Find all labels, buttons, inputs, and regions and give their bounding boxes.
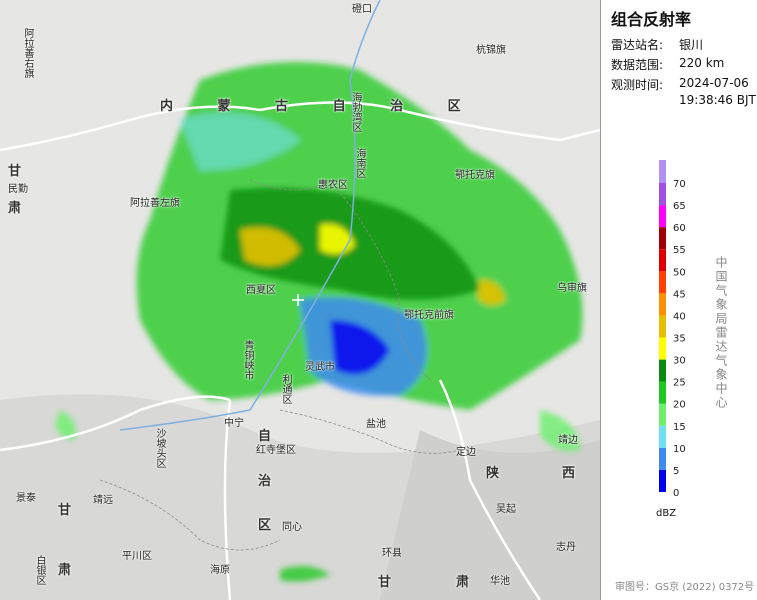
legend-tick-label: 50 [673,267,686,278]
range-label: 数据范围: [611,58,664,72]
color-swatch [659,403,666,426]
legend-tick-label: 65 [673,201,686,212]
color-swatch [659,249,666,272]
color-swatch [659,227,666,250]
place-label: 华池 [490,576,510,587]
place-label: 青铜峡市 [242,340,253,380]
legend-tick-label: 55 [673,245,686,256]
range: 220 km [679,56,725,70]
place-label: 白银区 [34,555,45,585]
panel-title: 组合反射率 [611,10,692,29]
map-layer [0,0,600,600]
place-label: 红寺堡区 [256,445,296,456]
place-label: 沙坡头区 [154,428,165,468]
place-label: 利通区 [280,374,291,404]
place-label: 肃 [58,563,72,578]
place-label: 西夏区 [246,285,276,296]
place-label: 民勤 [8,184,28,195]
color-legend: 0 5 10 15 20 25 30 35 40 45 50 55 60 65 70 [659,160,686,499]
place-label: 甘 [8,164,22,179]
station-label: 雷达站名: [611,38,664,52]
legend-tick-label: 70 [673,179,686,190]
color-swatch [659,425,666,448]
color-swatch [659,381,666,404]
place-label: 甘 [378,575,392,590]
place-label: 杭锦旗 [476,45,506,56]
place-label: 靖边 [558,435,578,446]
color-swatch [659,337,666,360]
time-label: 观测时间: [611,78,664,92]
legend-tick-label: 40 [673,311,686,322]
legend-tick-label: 45 [673,289,686,300]
legend-tick-label: 5 [673,466,679,477]
place-label: 西 [562,466,576,481]
place-label: 靖远 [93,495,113,506]
place-label: 海勃湾区 [350,92,361,132]
terrain [380,430,600,600]
place-label: 海原 [210,565,230,576]
place-label: 肃 [8,201,22,216]
place-label: 区 [258,518,272,533]
organization: 中国气象局雷达气象中心 [714,256,728,410]
place-label: 中宁 [224,418,244,429]
color-swatch [659,447,666,470]
place-label: 盐池 [366,419,386,430]
place-label: 肃 [456,575,470,590]
place-label: 灵武市 [305,362,335,373]
legend-tick-label: 0 [673,488,679,499]
river [119,0,381,431]
place-label: 定边 [456,447,476,458]
place-label: 鄂托克旗 [455,170,495,181]
legend-tick-label: 10 [673,444,686,455]
legend-tick-label: 60 [673,223,686,234]
place-label: 景泰 [16,493,36,504]
legend-tick-label: 35 [673,334,686,345]
color-swatch [659,315,666,338]
legend-tick-label: 15 [673,422,686,433]
county-border [99,179,461,551]
legend-tick-label: 20 [673,400,686,411]
time: 19:38:46 BJT [679,93,756,107]
radar-map: 磴口 阿拉善右旗 杭锦旗内 蒙 古 自 治 区海勃湾区 海南区甘民勤肃惠农区 鄂托克旗阿… [0,0,600,600]
color-swatch [659,359,666,382]
color-swatch [659,205,666,228]
place-label: 甘 [58,503,72,518]
station: 银川 [679,38,704,52]
color-swatch [659,271,666,294]
place-label: 磴口 [352,4,372,15]
place-label: 平川区 [122,551,152,562]
place-label: 环县 [382,548,402,559]
place-label: 鄂托克前旗 [404,310,454,321]
legend-tick-label: 25 [673,378,686,389]
place-label: 吴起 [496,504,516,515]
place-label: 同心 [282,522,302,533]
place-label: 乌审旗 [557,283,587,294]
color-swatch [659,293,666,316]
color-swatch [659,183,666,206]
date: 2024-07-06 [679,76,749,90]
approval-number: 审图号：GS京 (2022) 0372号 [615,582,755,593]
place-label: 自 [258,429,272,444]
color-swatch [659,160,666,183]
info-panel: 组合反射率 雷达站名: 银川 数据范围: 220 km 观测时间: 2024-0… [600,0,757,600]
legend-tick-label: 30 [673,356,686,367]
place-label: 阿拉善左旗 [130,198,180,209]
color-swatch [659,469,666,492]
place-label: 陕 [486,466,500,481]
place-label: 志丹 [556,542,576,553]
place-label: 治 [258,474,272,489]
radar-echo [55,62,583,582]
legend-unit: dBZ [656,508,677,519]
radar-site [292,294,304,306]
place-label: 内 蒙 古 自 治 区 [160,99,481,114]
place-label: 阿拉善右旗 [22,28,33,78]
province-border [0,101,600,600]
place-label: 惠农区 [318,180,348,191]
place-label: 海南区 [354,148,365,178]
